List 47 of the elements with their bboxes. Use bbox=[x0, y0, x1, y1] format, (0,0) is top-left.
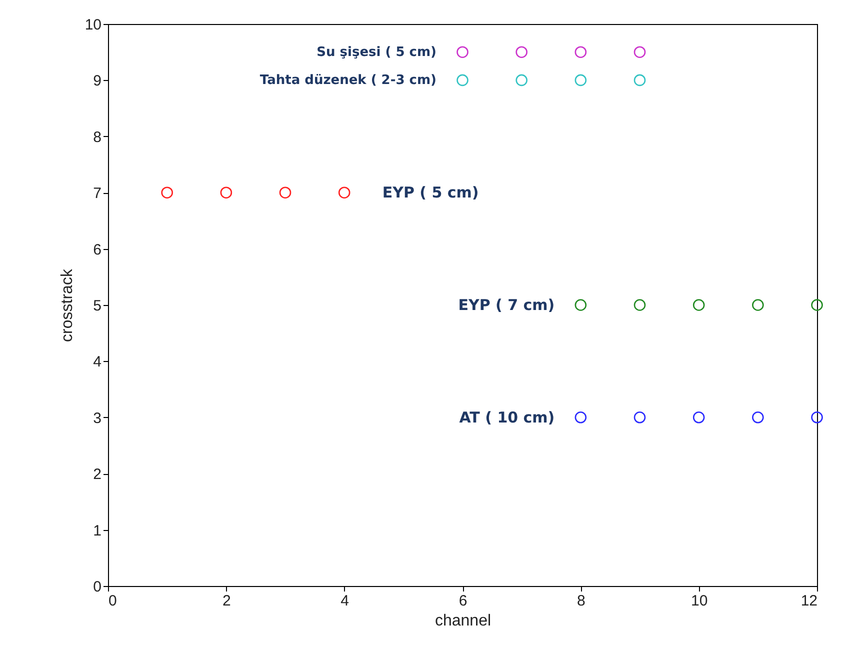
point bbox=[811, 412, 823, 424]
point bbox=[220, 186, 232, 198]
series-label: Tahta düzenek ( 2-3 cm) bbox=[260, 73, 436, 88]
y-tick-label: 7 bbox=[93, 185, 102, 202]
point bbox=[752, 299, 764, 311]
point bbox=[811, 299, 823, 311]
x-tick-label: 6 bbox=[458, 592, 468, 610]
x-tick-label: 8 bbox=[576, 592, 586, 610]
x-tick-label: 12 bbox=[800, 592, 818, 610]
y-tick-label: 10 bbox=[84, 16, 102, 34]
text: EYP ( 5 cm) bbox=[382, 184, 479, 202]
y-tick-label: 4 bbox=[93, 354, 102, 371]
y-tick-label: 3 bbox=[93, 410, 102, 427]
y-tick-label: 5 bbox=[93, 298, 102, 314]
point bbox=[634, 74, 646, 86]
point bbox=[574, 74, 587, 86]
point bbox=[279, 186, 292, 198]
y-tick-label: 8 bbox=[93, 128, 102, 146]
point bbox=[516, 46, 528, 58]
point bbox=[456, 46, 468, 58]
y-tick-label: 2 bbox=[93, 466, 102, 484]
series-label: EYP ( 7 cm) bbox=[458, 296, 555, 314]
point bbox=[752, 412, 764, 424]
point bbox=[574, 412, 587, 424]
x-tick-label: 2 bbox=[222, 592, 231, 610]
x-tick-label: 10 bbox=[690, 592, 708, 610]
series-label: Su şişesi ( 5 cm) bbox=[316, 45, 436, 60]
point bbox=[574, 299, 587, 311]
point bbox=[634, 46, 646, 58]
point bbox=[634, 412, 646, 424]
point bbox=[161, 186, 173, 198]
y-tick-label: 0 bbox=[93, 578, 102, 596]
y-tick-label: 6 bbox=[93, 241, 102, 258]
y-tick-label: 1 bbox=[93, 522, 102, 540]
point bbox=[574, 46, 587, 58]
point bbox=[338, 186, 350, 198]
point bbox=[516, 74, 528, 86]
point bbox=[692, 299, 705, 311]
y-tick-label: 9 bbox=[93, 72, 102, 90]
point bbox=[634, 299, 646, 311]
series-label: AT ( 10 cm) bbox=[459, 408, 555, 426]
point bbox=[692, 412, 705, 424]
y-axis-title: crosstrack bbox=[58, 268, 76, 342]
x-tick-label: 4 bbox=[340, 592, 350, 610]
point bbox=[456, 74, 468, 86]
x-axis-title: channel bbox=[434, 612, 492, 630]
x-tick-label: 0 bbox=[108, 592, 117, 610]
